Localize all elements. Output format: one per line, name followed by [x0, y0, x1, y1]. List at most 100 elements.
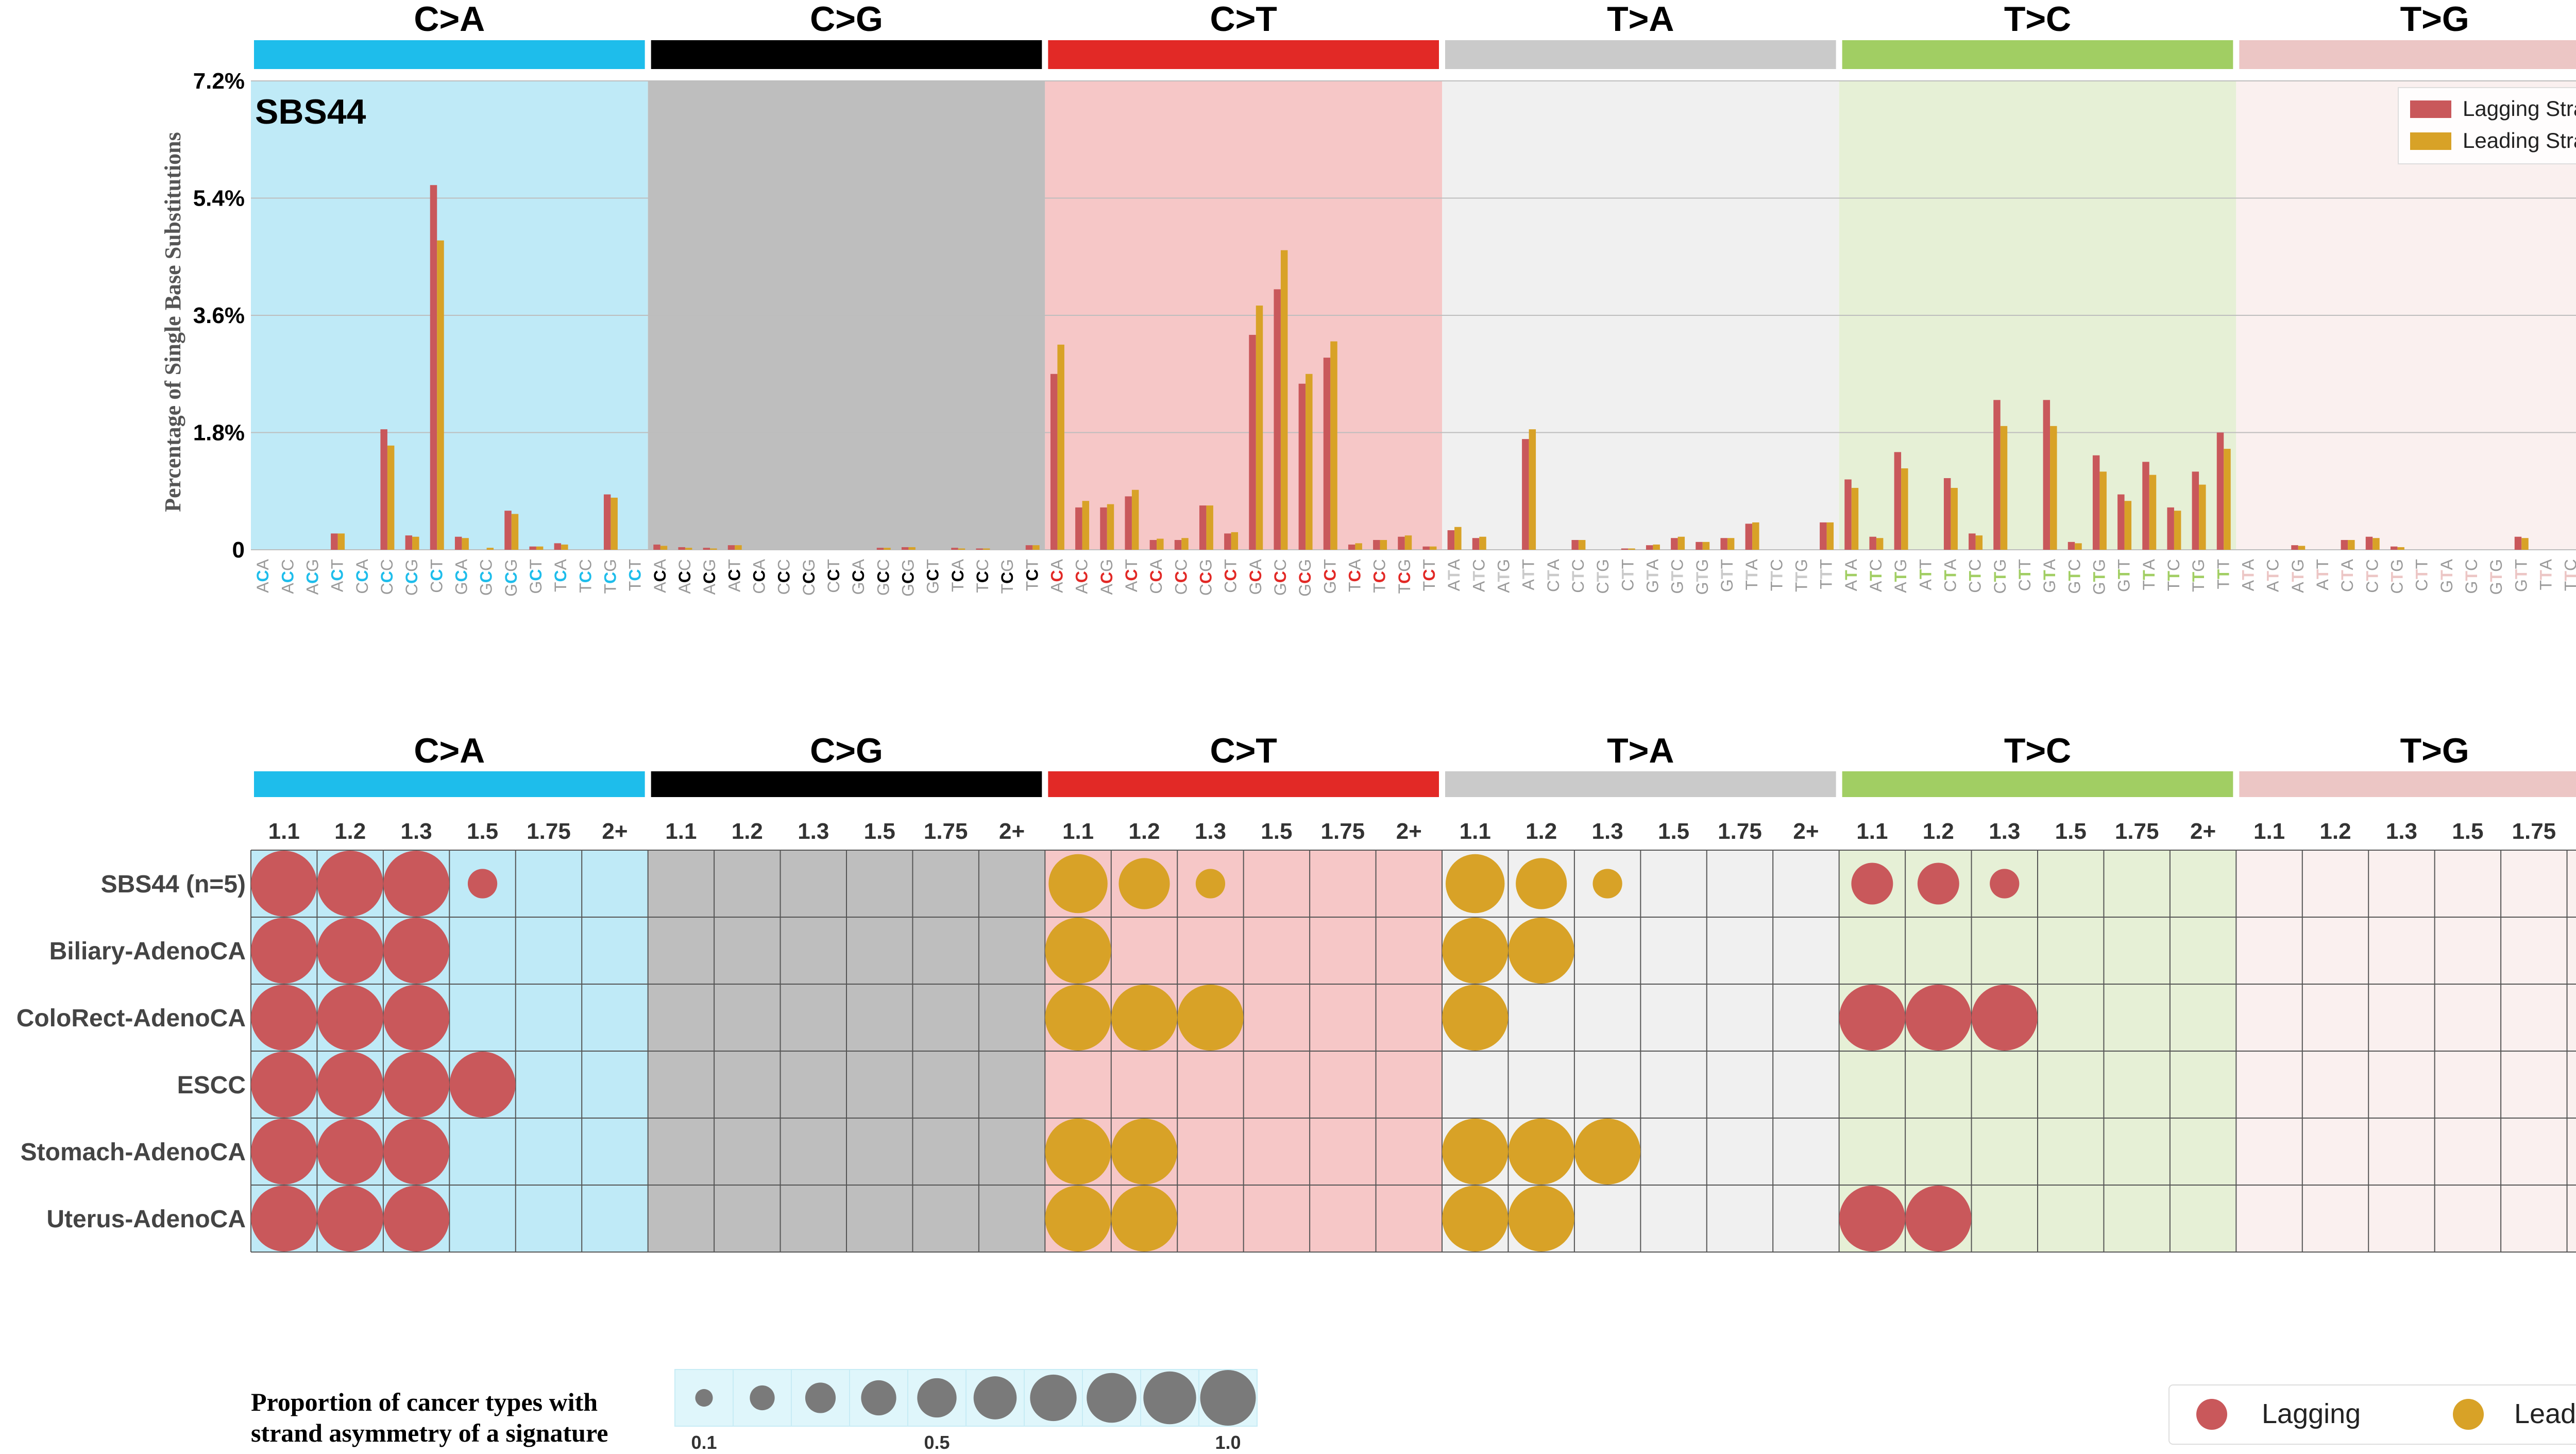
x-tick-label: CCT [1222, 559, 1240, 593]
bubble-type-header: C>G [810, 731, 883, 770]
bar-lagging [1323, 358, 1331, 550]
x-tick-label: GTA [1643, 559, 1662, 593]
bubble-column-label: 1.1 [665, 819, 697, 844]
bubble-lagging [383, 1119, 450, 1185]
x-tick-label: TCA [948, 559, 967, 592]
bar-lagging [1969, 533, 1976, 550]
bar-leading [611, 497, 618, 550]
bubble-lagging [383, 851, 450, 917]
bar-lagging [2390, 546, 2398, 550]
x-tick-label: GTG [1693, 559, 1711, 595]
bubble-column-label: 1.3 [401, 819, 432, 844]
bar-lagging [653, 544, 660, 550]
bar-leading [2124, 501, 2132, 550]
x-tick-label: ATA [1842, 559, 1860, 591]
bar-leading [884, 548, 891, 550]
bar-lagging [1522, 439, 1529, 550]
bubble-leading [1045, 1119, 1111, 1185]
bar-leading [1653, 544, 1660, 550]
bar-leading [2521, 538, 2529, 550]
bar-type-color-strip [651, 40, 1042, 69]
x-tick-label: TTT [2214, 559, 2232, 589]
x-tick-label: GTC [2462, 559, 2481, 594]
bar-lagging [703, 548, 710, 550]
bar-lagging [2043, 400, 2050, 550]
bar-leading [1032, 545, 1040, 550]
bubble-column-label: 1.2 [1923, 819, 1954, 844]
bar-leading [982, 548, 990, 550]
bar-type-header: T>G [2400, 0, 2469, 39]
legend-label-leading: Leading Strand [2463, 128, 2576, 153]
bubble-type-header: T>G [2400, 731, 2469, 770]
x-tick-label: CTG [1991, 559, 2009, 594]
y-tick-label: 1.8% [193, 420, 245, 446]
x-tick-label: CCC [775, 559, 793, 595]
bar-lagging [1745, 523, 1753, 550]
bar-leading [1702, 542, 1710, 550]
bar-lagging [1820, 522, 1827, 550]
x-tick-label: CCA [750, 559, 768, 594]
x-tick-label: TTC [1767, 559, 1786, 591]
bar-lagging [727, 545, 735, 550]
bar-lagging [1398, 536, 1405, 550]
bar-leading [1131, 489, 1139, 550]
bar-lagging [1621, 548, 1629, 550]
bar-leading [2348, 540, 2355, 550]
bar-leading [2075, 543, 2082, 550]
x-tick-label: GCC [1271, 559, 1290, 596]
bubble-lagging [449, 1052, 516, 1118]
size-legend-bubble [805, 1382, 836, 1413]
x-tick-label: ATA [2239, 559, 2257, 591]
x-tick-label: GCG [899, 559, 917, 597]
bar-chart: C>A C>G C>T T>A T>C T>G 0 1.8% 3.6% 5.4% 7.2% ACA… [160, 0, 2576, 597]
bar-lagging [2216, 432, 2224, 550]
bubble-column-label: 1.75 [1718, 819, 1762, 844]
bubble-column-label: 1.1 [1856, 819, 1888, 844]
x-tick-label: CCA [1147, 559, 1165, 594]
x-tick-label: TTA [2536, 559, 2555, 590]
bar-leading [1975, 535, 1983, 550]
bar-leading [1951, 487, 1958, 550]
x-tick-label: TCG [601, 559, 619, 594]
legend-label-lagging: Lagging Strand [2463, 96, 2576, 121]
bubble-leading [1508, 1186, 1574, 1252]
strand-legend-lagging-marker [2196, 1399, 2227, 1430]
bubble-column-label: 1.2 [1526, 819, 1557, 844]
bubble-type-color-strip [1445, 771, 1836, 797]
x-tick-label: TTG [2189, 559, 2208, 592]
bar-leading [685, 548, 692, 550]
bubble-row-label: Stomach-AdenoCA [21, 1139, 246, 1166]
bar-leading [1157, 538, 1164, 550]
bar-leading [536, 546, 544, 550]
x-tick-label: ATT [2313, 559, 2332, 590]
bar-leading [1380, 540, 1387, 550]
size-legend-tick: 0.5 [924, 1432, 950, 1451]
x-tick-label: GTA [2040, 559, 2059, 593]
bar-lagging [1571, 540, 1579, 550]
x-tick-label: GTT [1718, 559, 1736, 592]
bar-lagging [1646, 545, 1653, 550]
bar-leading [1876, 538, 1884, 550]
x-tick-label: TCA [1345, 559, 1364, 592]
bubble-lagging [251, 918, 317, 984]
bar-type-color-strip [1048, 40, 1439, 69]
x-tick-label: GTT [2512, 559, 2530, 592]
bar-lagging [2092, 455, 2100, 550]
bar-lagging [1249, 334, 1256, 550]
bar-leading [1429, 546, 1437, 550]
x-tick-label: CCG [1196, 559, 1215, 596]
x-tick-label: CTC [2363, 559, 2381, 593]
bar-leading [735, 545, 742, 550]
x-tick-label: CTA [1941, 559, 1959, 592]
x-tick-label: CCG [800, 559, 818, 596]
x-tick-label: GCT [527, 559, 545, 594]
bar-leading [660, 546, 668, 550]
bubble-leading [1574, 1119, 1641, 1185]
bar-lagging [380, 429, 387, 550]
bar-lagging [2117, 494, 2125, 550]
bar-type-color-strip [2239, 40, 2576, 69]
x-tick-label: TCT [1023, 559, 1041, 591]
bubble-column-label: 1.2 [2319, 819, 2351, 844]
size-legend-title-line1: Proportion of cancer types with [251, 1388, 598, 1416]
size-legend-bubble [1200, 1370, 1256, 1426]
